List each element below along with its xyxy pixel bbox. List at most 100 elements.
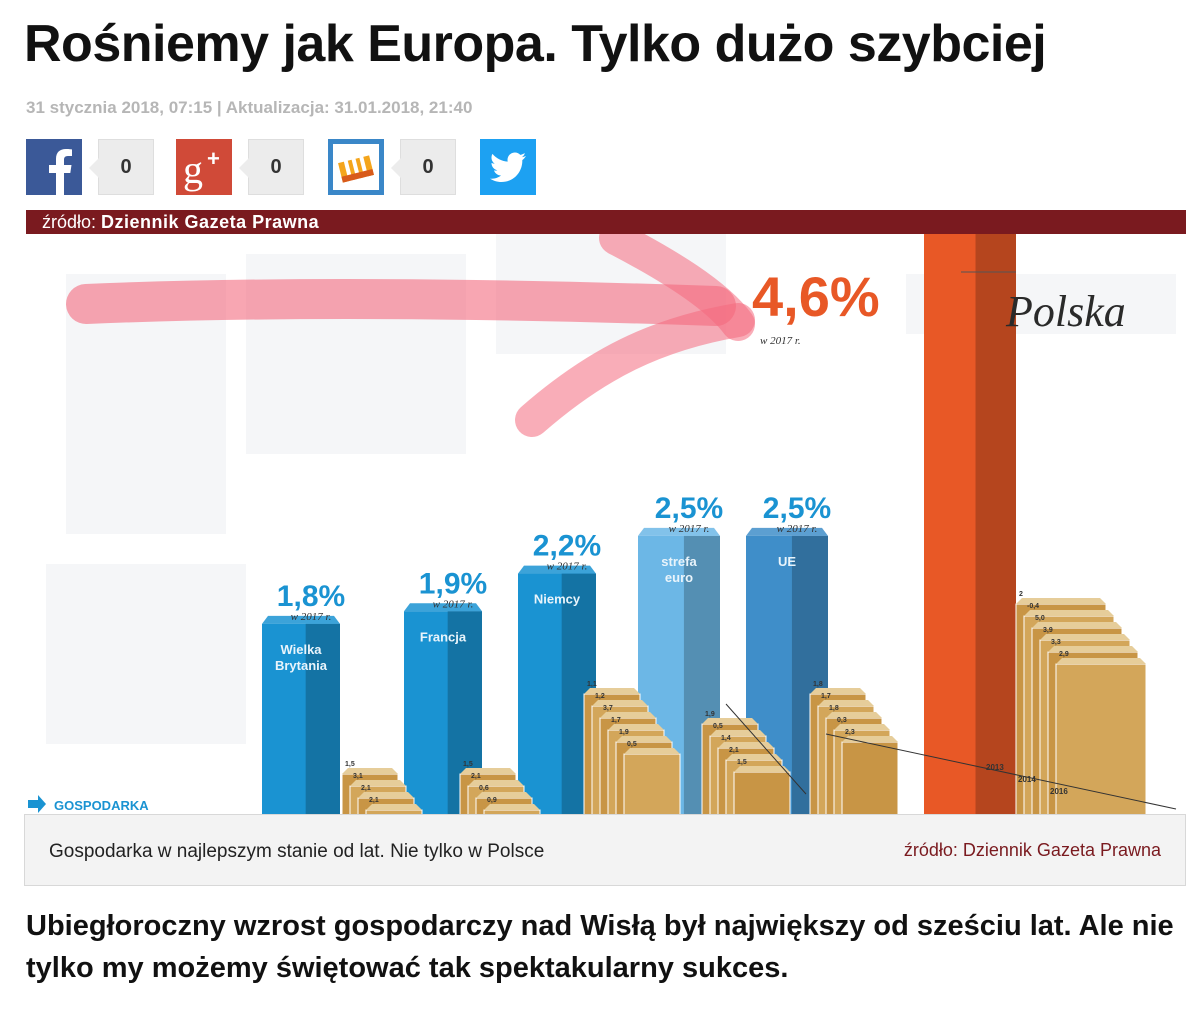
history-value-label: 0,6 [479, 785, 489, 792]
baseline-stroke [825, 733, 1177, 810]
history-box-top [702, 718, 758, 724]
history-boxes-1: 1,5 3,1 2,1 2,1 [341, 761, 423, 816]
red-arrow-annotation-head-lower [515, 303, 755, 437]
history-value-label: 3,3 [1051, 639, 1061, 646]
history-box-top [468, 780, 524, 786]
history-box-top [1024, 610, 1114, 616]
history-value-label: 2,1 [729, 747, 739, 754]
history-box-top [358, 792, 414, 798]
history-value-label: 1,5 [345, 761, 355, 768]
value-note: w 2017 r. [547, 561, 588, 573]
history-value-label: 3,9 [1043, 627, 1053, 634]
facebook-share-count: 0 [89, 139, 154, 195]
category-label: UE [778, 554, 796, 569]
source-bar-label: źródło: [42, 212, 97, 232]
history-box-top [1056, 658, 1146, 664]
value-note: w 2017 r. [291, 611, 332, 623]
history-value-label: 0,9 [487, 797, 497, 804]
value-label: 1,8% [277, 580, 345, 613]
history-box-top [810, 688, 866, 694]
wykop-share-button[interactable] [328, 139, 384, 195]
history-box-top [600, 712, 656, 718]
history-box-top [1032, 622, 1122, 628]
history-box [841, 741, 899, 816]
growth-bar-chart: 1,5 3,1 2,1 2,1 1,5 2,1 0,6 0,9 1,1 1,2 3,7 1,7 1,9 0… [28, 234, 1177, 816]
twitter-share-button[interactable] [480, 139, 536, 195]
svg-text:+: + [207, 146, 220, 171]
history-boxes-5: 1,8 1,7 1,8 0,3 2,3 [809, 681, 899, 816]
bar-side [975, 234, 1016, 816]
history-value-label: 3,7 [603, 705, 613, 712]
google-plus-icon: g + [176, 139, 232, 195]
gospodarka-section-marker: GOSPODARKA [28, 795, 149, 813]
history-box-top [1016, 598, 1106, 604]
history-boxes-3: 1,1 1,2 3,7 1,7 1,9 0,5 [583, 681, 681, 816]
history-value-label: 2,1 [471, 773, 481, 780]
year-label: 2014 [1018, 775, 1036, 784]
facebook-share-button[interactable] [26, 139, 82, 195]
share-buttons: 0 g + 0 0 [26, 139, 546, 195]
history-box-top [1048, 646, 1138, 652]
history-value-label: 1,1 [587, 681, 597, 688]
gospodarka-label: GOSPODARKA [54, 798, 149, 813]
bar-2 [404, 603, 482, 816]
history-value-label: 1,5 [737, 759, 747, 766]
arrow-right-icon [28, 795, 46, 813]
infographic: 1,5 3,1 2,1 2,1 1,5 2,1 0,6 0,9 1,1 1,2 3,7 1,7 1,9 0… [26, 234, 1186, 816]
year-label: 2013 [986, 763, 1004, 772]
bar-top [262, 615, 340, 624]
history-value-label: 1,8 [813, 681, 823, 688]
history-value-label: 0,3 [837, 717, 847, 724]
history-value-label: 3,1 [353, 773, 363, 780]
history-box [623, 753, 681, 816]
history-boxes-2: 1,5 2,1 0,6 0,9 [459, 761, 541, 816]
history-value-label: 1,9 [705, 711, 715, 718]
history-value-label: 1,7 [611, 717, 621, 724]
history-box-top [734, 766, 790, 772]
history-value-label: 0,5 [627, 741, 637, 748]
category-label: strefa [661, 554, 697, 569]
source-bar: źródło: Dziennik Gazeta Prawna [26, 210, 1186, 234]
chart-small-bars: 1,5 3,1 2,1 2,1 1,5 2,1 0,6 0,9 1,1 1,2 3,7 1,7 1,9 0… [341, 591, 1177, 816]
history-box-top [592, 700, 648, 706]
history-value-label: 1,2 [595, 693, 605, 700]
wykop-share-count: 0 [391, 139, 456, 195]
history-box-top [460, 768, 516, 774]
category-label: Francja [420, 629, 467, 644]
history-value-label: 2,9 [1059, 651, 1069, 658]
article-lead: Ubiegłoroczny wzrost gospodarczy nad Wis… [26, 910, 1174, 984]
year-label: 2016 [1050, 787, 1068, 796]
history-box-top [484, 804, 540, 810]
history-box-top [616, 736, 672, 742]
figure-caption-source: źródło: Dziennik Gazeta Prawna [903, 840, 1161, 860]
category-label: Niemcy [534, 592, 581, 607]
article-title: Rośniemy jak Europa. Tylko dużo szybciej [24, 15, 1047, 73]
svg-text:g: g [183, 147, 203, 192]
history-box [733, 771, 791, 816]
history-box-top [710, 730, 766, 736]
history-value-label: 1,4 [721, 735, 731, 742]
history-box-top [818, 700, 874, 706]
bar-top [518, 565, 596, 574]
history-box-top [350, 780, 406, 786]
history-box-top [476, 792, 532, 798]
bar-top [404, 603, 482, 612]
wykop-icon [328, 139, 384, 195]
red-arrow-annotation [66, 278, 736, 326]
category-label: Wielka [280, 642, 322, 657]
history-box-top [834, 724, 890, 730]
category-label: euro [665, 570, 693, 585]
baseline-stroke [725, 703, 807, 795]
value-note: w 2017 r. [777, 523, 818, 535]
twitter-icon [480, 139, 536, 195]
google-plus-share-button[interactable]: g + [176, 139, 232, 195]
history-value-label: 0,5 [713, 723, 723, 730]
facebook-icon [26, 139, 82, 195]
bar-side [305, 623, 340, 816]
value-label: 2,2% [533, 530, 601, 563]
history-value-label: 2 [1019, 591, 1023, 598]
history-value-label: 1,8 [829, 705, 839, 712]
category-label: Brytania [275, 658, 328, 673]
category-label-polska: Polska [1005, 287, 1126, 336]
